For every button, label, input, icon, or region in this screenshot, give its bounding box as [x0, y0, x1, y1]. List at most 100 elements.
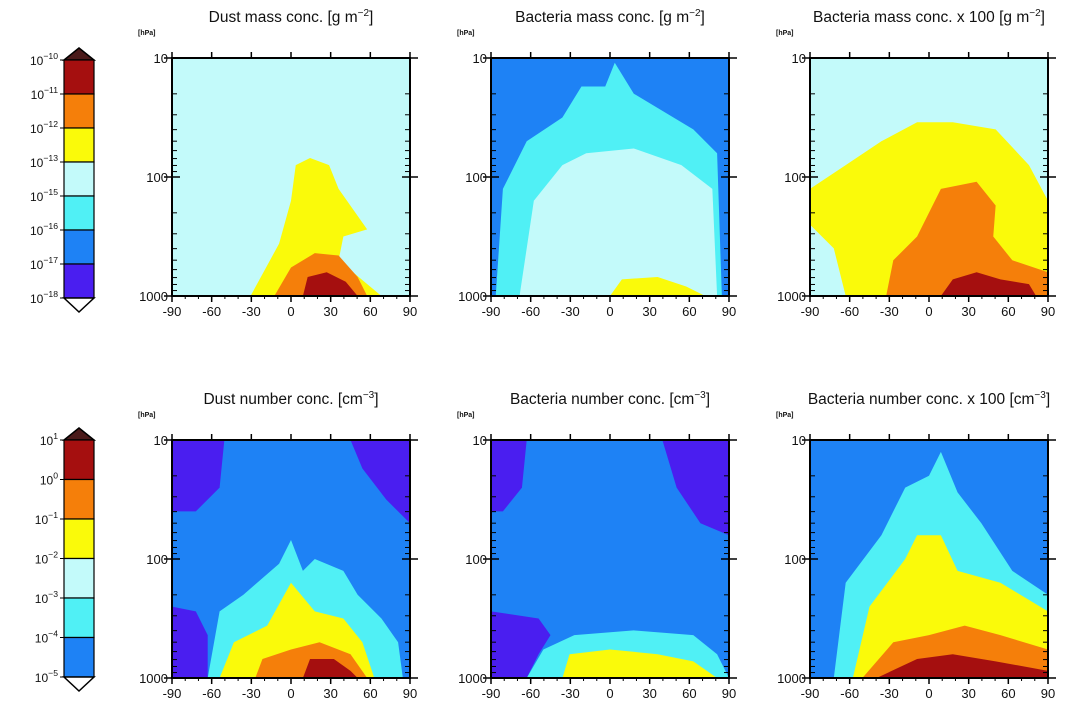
y-tick-label: 1000 [458, 289, 487, 304]
colorbar-label: 10−10 [30, 51, 58, 68]
y-tick-label: 10 [792, 51, 806, 66]
y-tick-label: 10 [473, 51, 487, 66]
colorbar-bottom-arrow [62, 676, 96, 693]
x-tick-label: 30 [642, 686, 656, 701]
colorbar-band [63, 636, 95, 678]
colorbar-band [63, 195, 95, 231]
contour-region [302, 272, 358, 296]
panel-title: Bacteria number conc. x 100 [cm−3] [807, 390, 1051, 409]
contour-plot: -90 -60 -30 0 30 60 90 10 100 1000 [777, 433, 1056, 701]
y-tick-label: 1000 [777, 289, 806, 304]
x-tick-label: -60 [840, 304, 859, 319]
x-tick-label: 90 [722, 304, 736, 319]
y-tick-label: 10 [154, 51, 168, 66]
x-tick-label: 0 [287, 304, 294, 319]
y-unit-label: [hPa] [138, 412, 156, 419]
contour-region [172, 440, 225, 512]
y-tick-label: 1000 [777, 671, 806, 686]
colorbar-label: 10−16 [30, 221, 58, 238]
x-tick-label: -30 [561, 686, 580, 701]
x-tick-label: 30 [961, 304, 975, 319]
y-tick-label: 1000 [458, 671, 487, 686]
colorbar-band [63, 161, 95, 197]
x-tick-label: 90 [722, 686, 736, 701]
x-tick-label: -30 [561, 304, 580, 319]
contour-region [562, 649, 718, 678]
colorbar-band [63, 59, 95, 95]
y-tick-label: 1000 [139, 289, 168, 304]
x-tick-label: 60 [363, 304, 377, 319]
y-tick-label: 10 [154, 433, 168, 448]
contour-region [610, 276, 706, 296]
contour-plot: -90 -60 -30 0 30 60 90 10 100 1000 [458, 433, 737, 701]
colorbar-top-arrow [61, 427, 97, 441]
contour-region [172, 606, 208, 678]
contour-region [662, 440, 729, 536]
contour-region [172, 58, 410, 296]
x-tick-label: -60 [840, 686, 859, 701]
x-tick-label: 0 [925, 686, 932, 701]
x-tick-label: 30 [323, 686, 337, 701]
y-tick-label: 100 [784, 170, 806, 185]
x-tick-label: 60 [1001, 304, 1015, 319]
contour-region [491, 611, 551, 678]
colorbar-label: 10−18 [30, 289, 58, 306]
y-tick-label: 100 [146, 170, 168, 185]
colorbar-label: 100 [40, 471, 58, 488]
x-tick-label: 90 [403, 304, 417, 319]
contour-region [250, 157, 382, 296]
x-tick-label: 30 [323, 304, 337, 319]
colorbar-band [63, 597, 95, 639]
x-tick-label: -60 [521, 304, 540, 319]
x-tick-label: 60 [1001, 686, 1015, 701]
x-tick-label: 60 [682, 686, 696, 701]
x-tick-label: -60 [521, 686, 540, 701]
x-tick-label: -90 [482, 686, 501, 701]
y-unit-label: [hPa] [138, 30, 156, 37]
colorbar-mass: 10−10 10−11 10−12 10−13 10−15 10−16 10−17 10−18 [30, 47, 97, 314]
contour-region [350, 440, 410, 524]
colorbar-band [63, 127, 95, 163]
contour-plot: -90 -60 -30 0 30 60 90 10 100 1000 [139, 433, 418, 701]
colorbar-label: 10−11 [31, 85, 59, 102]
colorbar-band [63, 557, 95, 599]
x-tick-label: -30 [242, 304, 261, 319]
x-tick-label: 0 [606, 304, 613, 319]
x-tick-label: 90 [403, 686, 417, 701]
panel-title: Bacteria number conc. [cm−3] [509, 390, 711, 409]
x-tick-label: 0 [287, 686, 294, 701]
y-tick-label: 100 [465, 170, 487, 185]
colorbar-band [63, 229, 95, 265]
y-tick-label: 10 [473, 433, 487, 448]
contour-region [491, 440, 729, 678]
colorbar-band [63, 518, 95, 560]
colorbar-label: 10−15 [30, 187, 58, 204]
x-tick-label: 30 [642, 304, 656, 319]
x-tick-label: -90 [801, 304, 820, 319]
panel-title: Bacteria mass conc. [g m−2] [515, 8, 705, 27]
x-tick-label: -30 [242, 686, 261, 701]
colorbar-label: 10−4 [35, 629, 58, 646]
x-tick-label: -90 [163, 304, 182, 319]
x-tick-label: 60 [682, 304, 696, 319]
contour-region [302, 658, 358, 678]
x-tick-label: -30 [880, 304, 899, 319]
y-tick-label: 1000 [139, 671, 168, 686]
contour-region [886, 181, 1048, 296]
x-tick-label: 0 [925, 304, 932, 319]
colorbar-label: 10−13 [30, 153, 58, 170]
panel-title: Dust number conc. [cm−3] [203, 390, 379, 409]
colorbar-band [63, 93, 95, 129]
contour-region [876, 654, 1048, 678]
contour-plot: -90 -60 -30 0 30 60 90 10 100 1000 [777, 51, 1056, 319]
colorbar-number: 101 100 10−1 10−2 10−3 10−4 10−5 [35, 427, 97, 693]
y-unit-label: [hPa] [457, 30, 475, 37]
contour-region [519, 148, 718, 296]
colorbar-label: 10−2 [35, 550, 58, 567]
colorbar-band [63, 263, 95, 299]
colorbar-label: 10−12 [30, 119, 58, 136]
colorbar-label: 10−5 [35, 668, 58, 685]
contour-plot: -90 -60 -30 0 30 60 90 10 100 1000 [139, 51, 418, 319]
colorbar-label: 10−1 [35, 510, 58, 527]
x-tick-label: -30 [880, 686, 899, 701]
